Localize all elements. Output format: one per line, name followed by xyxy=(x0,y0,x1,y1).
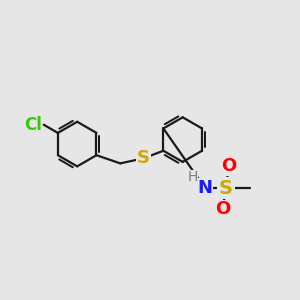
Text: O: O xyxy=(221,157,236,175)
Text: O: O xyxy=(215,200,230,218)
Text: S: S xyxy=(219,178,233,197)
Text: Cl: Cl xyxy=(24,116,42,134)
Text: N: N xyxy=(197,179,212,197)
Text: H: H xyxy=(187,170,198,184)
Text: S: S xyxy=(137,149,150,167)
